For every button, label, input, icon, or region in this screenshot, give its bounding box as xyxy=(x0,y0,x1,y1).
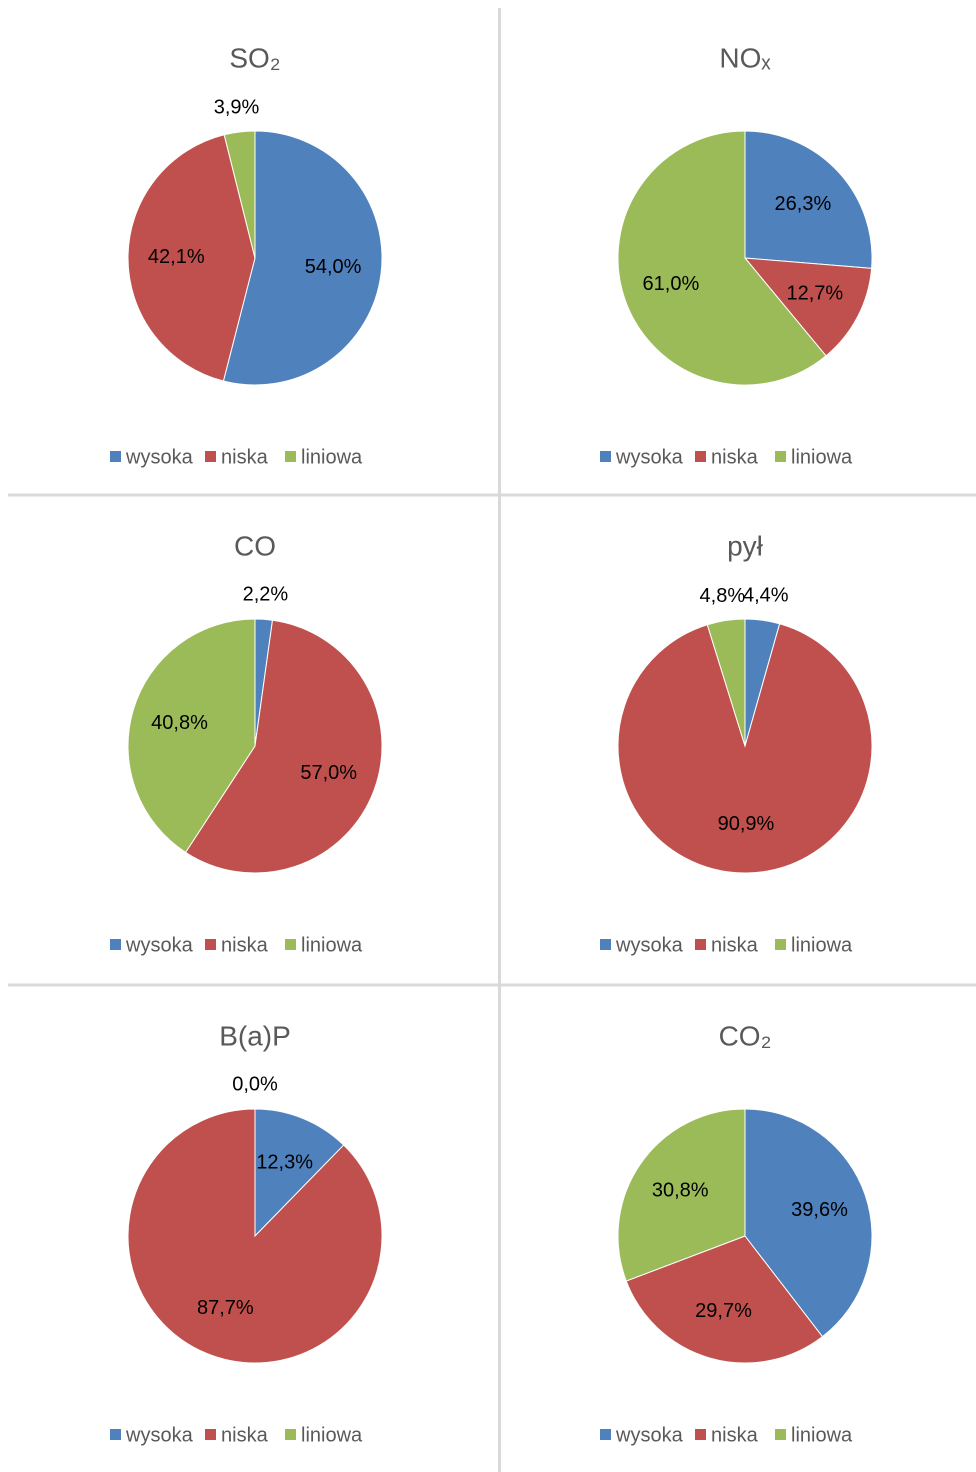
pie-slice xyxy=(617,130,827,386)
legend-swatch xyxy=(600,451,611,462)
legend-swatch xyxy=(205,939,216,950)
legend-label: wysoka xyxy=(125,446,194,468)
legend-swatch xyxy=(695,451,706,462)
data-label: 90,9% xyxy=(718,813,775,835)
pie-slice xyxy=(706,618,746,747)
legend-swatch xyxy=(285,939,296,950)
data-label: 30,8% xyxy=(652,1180,709,1202)
legend-label: liniowa xyxy=(791,446,853,468)
data-label: 26,3% xyxy=(775,193,832,215)
legend-label: niska xyxy=(711,446,759,468)
legend-swatch xyxy=(110,451,121,462)
pie-slice xyxy=(617,623,873,874)
pie-slice xyxy=(254,1108,345,1238)
legend-label: niska xyxy=(221,934,269,956)
data-label: 29,7% xyxy=(695,1300,752,1322)
data-label: 61,0% xyxy=(643,273,700,295)
pie-slice xyxy=(744,1108,873,1338)
pie-slice xyxy=(744,130,873,269)
legend-label: liniowa xyxy=(301,1424,363,1446)
data-label: 54,0% xyxy=(305,256,362,278)
legend-swatch xyxy=(600,1429,611,1440)
legend-swatch xyxy=(600,939,611,950)
legend-label: niska xyxy=(711,934,759,956)
legend-label: wysoka xyxy=(615,1424,684,1446)
chart-title: B(a)P xyxy=(219,1020,291,1051)
pie-slice xyxy=(625,1235,824,1364)
data-label: 12,3% xyxy=(256,1151,313,1173)
legend-swatch xyxy=(695,1429,706,1440)
legend-label: niska xyxy=(711,1424,759,1446)
chart-title: pył xyxy=(727,530,764,561)
data-label: 87,7% xyxy=(197,1297,254,1319)
data-label: 4,4% xyxy=(743,585,789,607)
legend-swatch xyxy=(775,451,786,462)
data-label: 2,2% xyxy=(243,584,289,606)
pie-slice xyxy=(743,257,873,357)
legend-label: wysoka xyxy=(125,1424,194,1446)
legend-label: liniowa xyxy=(791,1424,853,1446)
chart-title: NOₓ xyxy=(719,42,771,73)
pie-slice xyxy=(617,1108,746,1282)
legend-label: wysoka xyxy=(125,934,194,956)
legend-label: wysoka xyxy=(615,446,684,468)
data-label: 12,7% xyxy=(786,283,843,305)
data-label: 39,6% xyxy=(791,1199,848,1221)
legend-swatch xyxy=(285,451,296,462)
pie-slice xyxy=(127,618,256,854)
legend-swatch xyxy=(285,1429,296,1440)
legend-swatch xyxy=(205,1429,216,1440)
data-label: 3,9% xyxy=(214,96,260,118)
legend-label: liniowa xyxy=(301,446,363,468)
legend-swatch xyxy=(110,939,121,950)
legend-swatch xyxy=(775,1429,786,1440)
legend-swatch xyxy=(110,1429,121,1440)
legend-swatch xyxy=(695,939,706,950)
legend-label: liniowa xyxy=(791,934,853,956)
pie-slice xyxy=(223,130,256,259)
legend-label: wysoka xyxy=(615,934,684,956)
data-label: 4,8% xyxy=(700,585,746,607)
data-label: 40,8% xyxy=(151,712,208,734)
legend-label: niska xyxy=(221,1424,269,1446)
chart-title: CO xyxy=(234,530,276,561)
data-label: 57,0% xyxy=(300,762,357,784)
pie-slice xyxy=(222,130,383,386)
data-label: 42,1% xyxy=(148,246,205,268)
legend-swatch xyxy=(775,939,786,950)
pie-slice xyxy=(184,619,383,874)
pie-slice xyxy=(127,134,256,382)
legend-label: liniowa xyxy=(301,934,363,956)
legend-label: niska xyxy=(221,446,269,468)
chart-title: CO₂ xyxy=(719,1020,772,1051)
pie-slice xyxy=(127,1108,383,1364)
data-label: 0,0% xyxy=(232,1073,278,1095)
legend-swatch xyxy=(205,451,216,462)
chart-title: SO₂ xyxy=(229,42,280,73)
